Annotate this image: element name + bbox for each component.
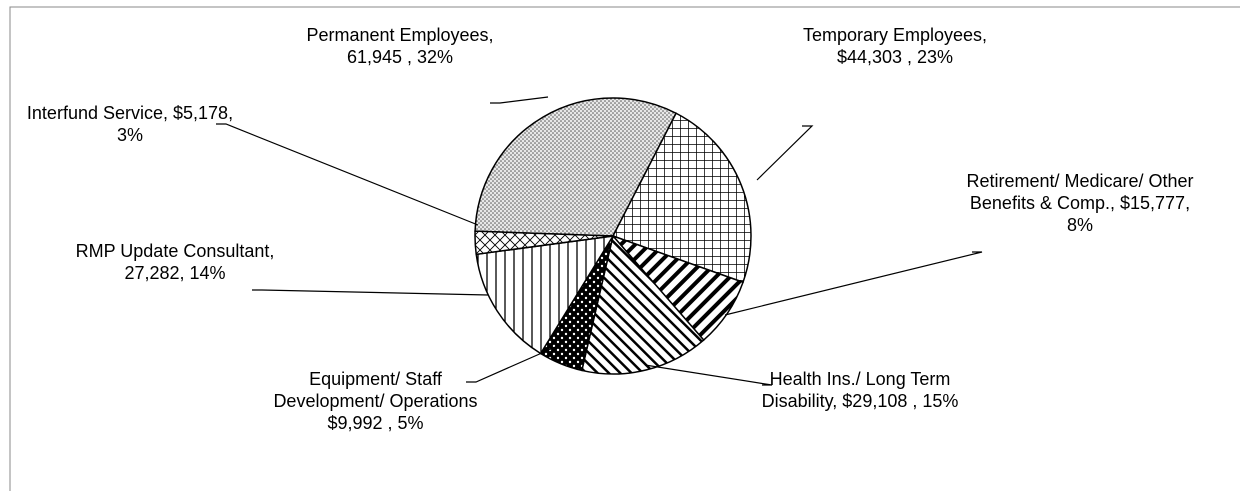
category-label: Temporary Employees, — [802, 25, 988, 45]
pie-slice — [611, 112, 752, 284]
value-label: $15,777, 8% — [1066, 193, 1191, 235]
slice-label: RMP Update Consultant, 27,282, 14% — [75, 240, 275, 284]
value-label: 27,282, 14% — [124, 263, 226, 283]
category-label: Interfund Service, — [26, 103, 168, 123]
leader-line — [466, 344, 561, 383]
value-label: $9,992 , 5% — [327, 413, 424, 433]
leader-line — [756, 125, 814, 181]
value-label: $5,178, 3% — [116, 103, 234, 145]
value-label: $29,108 , 15% — [842, 391, 959, 411]
category-label: Permanent Employees, — [306, 25, 494, 45]
leader-line — [644, 364, 773, 386]
slice-label: Permanent Employees, 61,945 , 32% — [300, 24, 500, 68]
slice-label: Retirement/ Medicare/ Other Benefits & C… — [960, 170, 1200, 236]
category-label: Equipment/ Staff Development/ Operations — [273, 369, 478, 411]
slice-label: Equipment/ Staff Development/ Operations… — [268, 368, 483, 434]
leader-line — [252, 289, 489, 296]
pie-slice — [475, 235, 615, 355]
value-label: 61,945 , 32% — [346, 47, 454, 67]
leader-line — [490, 96, 549, 104]
slice-label: Interfund Service, $5,178, 3% — [15, 102, 245, 146]
slice-label: Health Ins./ Long Term Disability, $29,1… — [760, 368, 960, 412]
value-label: $44,303 , 23% — [836, 47, 954, 67]
category-label: RMP Update Consultant, — [75, 241, 275, 261]
category-label: Health Ins./ Long Term Disability, — [761, 369, 951, 411]
leader-line — [216, 123, 479, 226]
slice-label: Temporary Employees, $44,303 , 23% — [800, 24, 990, 68]
pie-slice — [474, 230, 614, 256]
frame — [9, 6, 1240, 491]
leader-line — [724, 251, 983, 316]
pie-slice — [474, 97, 678, 237]
pie-slice — [580, 234, 705, 375]
category-label: Retirement/ Medicare/ Other Benefits & C… — [966, 171, 1194, 213]
